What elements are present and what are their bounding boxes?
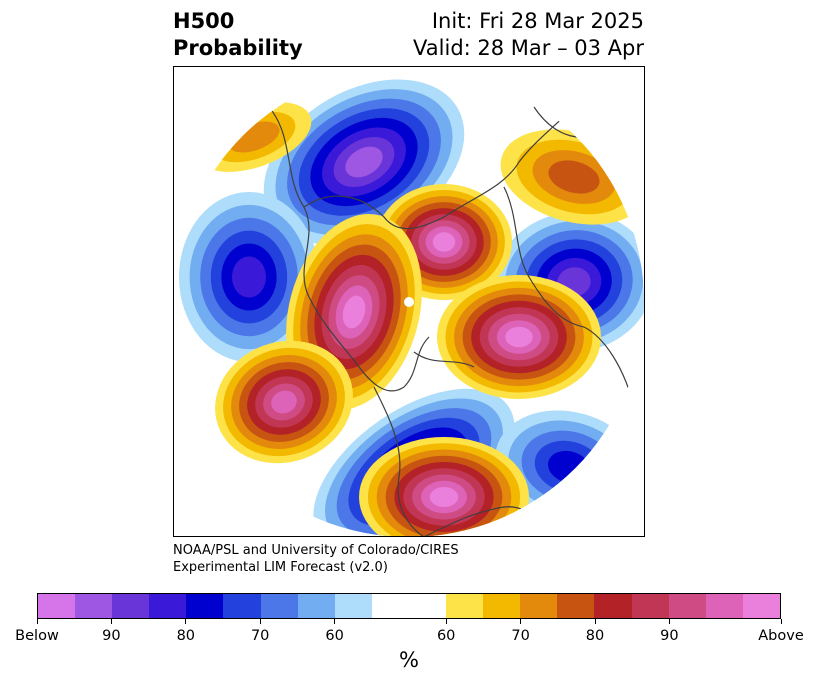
colorbar-segment [186,594,224,618]
colorbar-tick-label: 60 [436,628,456,644]
colorbar-tick-label: 60 [325,628,344,644]
colorbar-segment [742,594,780,618]
credit-text: NOAA/PSL and University of Colorado/CIRE… [173,542,459,576]
colorbar-segment [705,594,743,618]
colorbar-tick-label: 80 [585,628,605,644]
contour-level [345,146,383,178]
colorbar-segment [520,594,558,618]
pole-marker [404,297,414,307]
polar-map [173,66,645,537]
colorbar-segment [483,594,521,618]
probability-map [179,79,644,536]
colorbar-tick-label: 80 [176,628,196,644]
coastline [443,106,575,218]
credit-line-2: Experimental LIM Forecast (v2.0) [173,560,388,575]
contour-level [505,326,533,348]
colorbar-segment [260,594,298,618]
above-normal-anomaly [500,129,644,225]
colorbar-tick [110,619,112,624]
colorbar-tick [259,619,261,624]
colorbar-segment [446,594,484,618]
colorbar-tick [668,619,670,624]
colorbar-segment [594,594,632,618]
credit-line-1: NOAA/PSL and University of Colorado/CIRE… [173,543,459,558]
coastline [268,106,360,368]
colorbar-tick-label: 90 [660,628,679,644]
colorbar-segment [112,594,150,618]
colorbar-tick [594,619,596,624]
colorbar-segment [668,594,706,618]
colorbar-segment [631,594,669,618]
coastline [413,351,475,368]
product-title: Probability [173,36,303,60]
colorbar-tick-label: 90 [102,628,121,644]
above-normal-anomaly [437,275,601,399]
colorbar-segment [371,594,409,618]
colorbar-tick [445,619,447,624]
title-left: H500 Probability [173,8,303,62]
variable-title: H500 [173,9,235,33]
coastline [303,195,445,230]
colorbar-tick-label: 70 [511,628,530,644]
contour-level [432,232,456,252]
contour-level [548,160,600,194]
colorbar-segment [297,594,335,618]
coastline [503,186,585,328]
coastline [358,336,430,392]
colorbar [37,593,781,619]
above-normal-anomaly [215,340,353,464]
colorbar-tick [185,619,187,624]
colorbar-segment [408,594,447,618]
colorbar-segment [75,594,113,618]
colorbar-tick [36,619,38,624]
colorbar-segment [223,594,261,618]
colorbar-tick [780,619,782,624]
valid-range: Valid: 28 Mar – 03 Apr [413,36,644,60]
colorbar-unit: % [399,648,419,672]
colorbar-segment [149,594,187,618]
contour-level [429,487,459,507]
init-date: Init: Fri 28 Mar 2025 [431,9,644,33]
contour-level [232,256,266,298]
colorbar-tick-label: Below [15,628,59,644]
below-normal-anomaly [179,192,319,362]
coastline [373,386,425,536]
colorbar-segment [557,594,595,618]
colorbar-tick [334,619,336,624]
contour-level [271,390,297,414]
colorbar-tick-label: Above [758,628,804,644]
colorbar-tick [520,619,522,624]
contour-level [342,295,366,329]
colorbar-tick-label: 70 [250,628,270,644]
title-right: Init: Fri 28 Mar 2025 Valid: 28 Mar – 03… [413,8,644,62]
colorbar-segment [334,594,372,618]
colorbar-segment [38,594,76,618]
